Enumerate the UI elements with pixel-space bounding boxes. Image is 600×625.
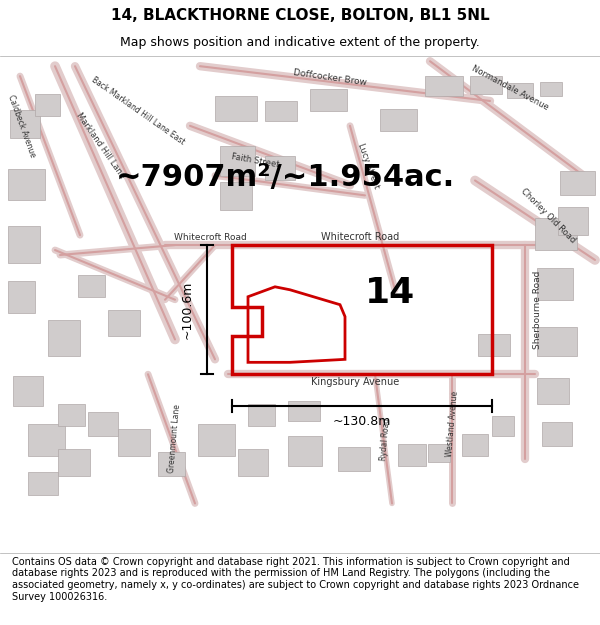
Bar xyxy=(428,444,450,462)
Bar xyxy=(215,96,257,121)
Bar xyxy=(35,94,60,116)
Bar xyxy=(48,319,80,356)
Bar xyxy=(28,472,58,496)
Bar xyxy=(398,444,426,466)
Bar xyxy=(78,275,105,297)
Bar xyxy=(537,378,569,404)
Text: Kingsbury Avenue: Kingsbury Avenue xyxy=(311,378,399,388)
Bar xyxy=(492,416,514,436)
Text: 14, BLACKTHORNE CLOSE, BOLTON, BL1 5NL: 14, BLACKTHORNE CLOSE, BOLTON, BL1 5NL xyxy=(110,8,490,23)
Bar xyxy=(310,89,347,111)
Text: Chorley Old Road: Chorley Old Road xyxy=(519,186,577,244)
Bar xyxy=(537,326,577,356)
Bar xyxy=(425,76,463,96)
Text: Faith Street: Faith Street xyxy=(230,152,280,169)
Text: Normandale Avenue: Normandale Avenue xyxy=(470,64,550,112)
Text: ~100.6m: ~100.6m xyxy=(181,281,193,339)
Bar xyxy=(220,146,255,176)
Bar xyxy=(560,171,595,196)
Bar xyxy=(58,404,85,426)
Bar xyxy=(265,156,295,181)
Bar xyxy=(8,281,35,312)
Text: Sherbourne Road: Sherbourne Road xyxy=(533,271,542,349)
Text: Whitecroft Road: Whitecroft Road xyxy=(321,232,399,242)
Bar xyxy=(8,169,45,201)
Bar xyxy=(13,376,43,406)
Text: Caldbeck Avenue: Caldbeck Avenue xyxy=(7,93,37,158)
Text: Markland Hill Lane: Markland Hill Lane xyxy=(74,111,126,180)
Text: Lucy Street: Lucy Street xyxy=(356,142,380,189)
Bar xyxy=(88,412,118,436)
Text: ~7907m²/~1.954ac.: ~7907m²/~1.954ac. xyxy=(115,163,455,192)
Bar xyxy=(28,424,65,456)
Bar xyxy=(542,422,572,446)
Bar xyxy=(248,404,275,426)
Bar xyxy=(507,83,533,98)
Bar xyxy=(558,208,588,235)
Bar xyxy=(338,447,370,471)
Text: Whitecroft Road: Whitecroft Road xyxy=(173,232,247,242)
Bar xyxy=(10,110,40,138)
Bar xyxy=(470,76,502,94)
Text: Contains OS data © Crown copyright and database right 2021. This information is : Contains OS data © Crown copyright and d… xyxy=(12,557,579,601)
Bar xyxy=(535,218,577,250)
Bar xyxy=(8,226,40,263)
Bar xyxy=(58,449,90,476)
Text: Greenmount Lane: Greenmount Lane xyxy=(167,404,182,474)
Text: Back Markland Hill Lane East: Back Markland Hill Lane East xyxy=(90,75,186,147)
Text: Rydal Road: Rydal Road xyxy=(379,417,391,461)
Bar xyxy=(540,82,562,96)
Bar xyxy=(220,182,252,210)
Text: ~130.8m: ~130.8m xyxy=(333,416,391,429)
Bar xyxy=(238,449,268,476)
Bar xyxy=(537,268,573,300)
Text: Map shows position and indicative extent of the property.: Map shows position and indicative extent… xyxy=(120,36,480,49)
Text: 14: 14 xyxy=(365,276,415,310)
Text: Westland Avenue: Westland Avenue xyxy=(445,391,460,458)
Bar xyxy=(380,109,417,131)
Bar xyxy=(288,436,322,466)
Text: Doffcocker Brow: Doffcocker Brow xyxy=(293,69,367,88)
Bar xyxy=(118,429,150,456)
Bar xyxy=(158,452,185,476)
Bar xyxy=(108,309,140,336)
Bar xyxy=(265,101,297,121)
Bar xyxy=(462,434,488,456)
Bar xyxy=(478,334,510,356)
Bar xyxy=(288,401,320,421)
Bar xyxy=(198,424,235,456)
